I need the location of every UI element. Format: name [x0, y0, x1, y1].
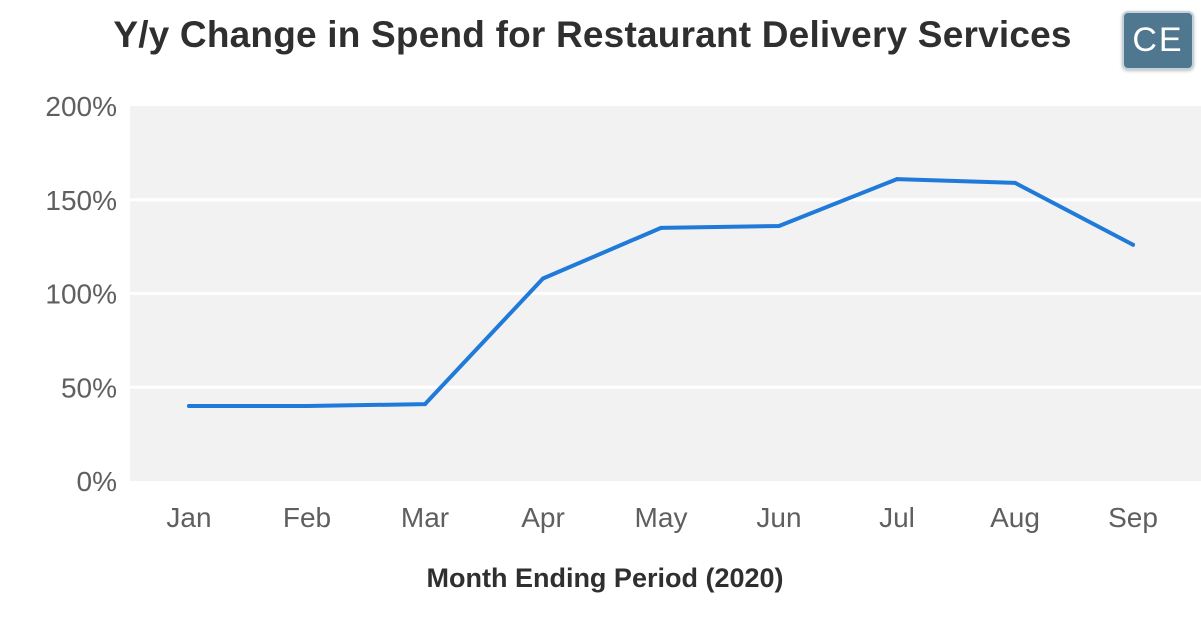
x-tick-label: Feb	[283, 502, 331, 533]
data-point	[1013, 180, 1017, 185]
data-point	[541, 276, 545, 281]
x-tick-label: Aug	[990, 502, 1040, 533]
chart-title: Y/y Change in Spend for Restaurant Deliv…	[113, 14, 1072, 55]
y-tick-label: 0%	[77, 466, 117, 497]
x-tick-label: May	[635, 502, 688, 533]
data-point	[187, 404, 191, 408]
series-lines	[187, 177, 1135, 408]
y-tick-label: 150%	[45, 185, 117, 216]
y-tick-label: 200%	[45, 91, 117, 122]
gridlines	[130, 198, 1201, 389]
data-point	[1131, 242, 1135, 247]
y-tick-label: 50%	[61, 372, 117, 403]
data-point	[895, 177, 899, 182]
x-tick-label: Mar	[401, 502, 449, 533]
x-tick-label: Sep	[1108, 502, 1158, 533]
data-point	[305, 404, 309, 408]
x-axis-label: Month Ending Period (2020)	[426, 563, 783, 593]
x-tick-label: Jun	[756, 502, 801, 533]
x-tick-label: Apr	[521, 502, 565, 533]
x-tick-label: Jan	[166, 502, 211, 533]
ce-logo: CE	[1122, 11, 1194, 70]
data-point	[777, 224, 781, 228]
y-axis-ticks: 0% 50% 100% 150% 200%	[45, 91, 117, 497]
x-axis-ticks: Jan Feb Mar Apr May Jun Jul Aug Sep	[166, 502, 1157, 533]
data-point	[423, 402, 427, 407]
x-tick-label: Jul	[879, 502, 915, 533]
data-point	[659, 225, 663, 230]
y-tick-label: 100%	[45, 279, 117, 310]
